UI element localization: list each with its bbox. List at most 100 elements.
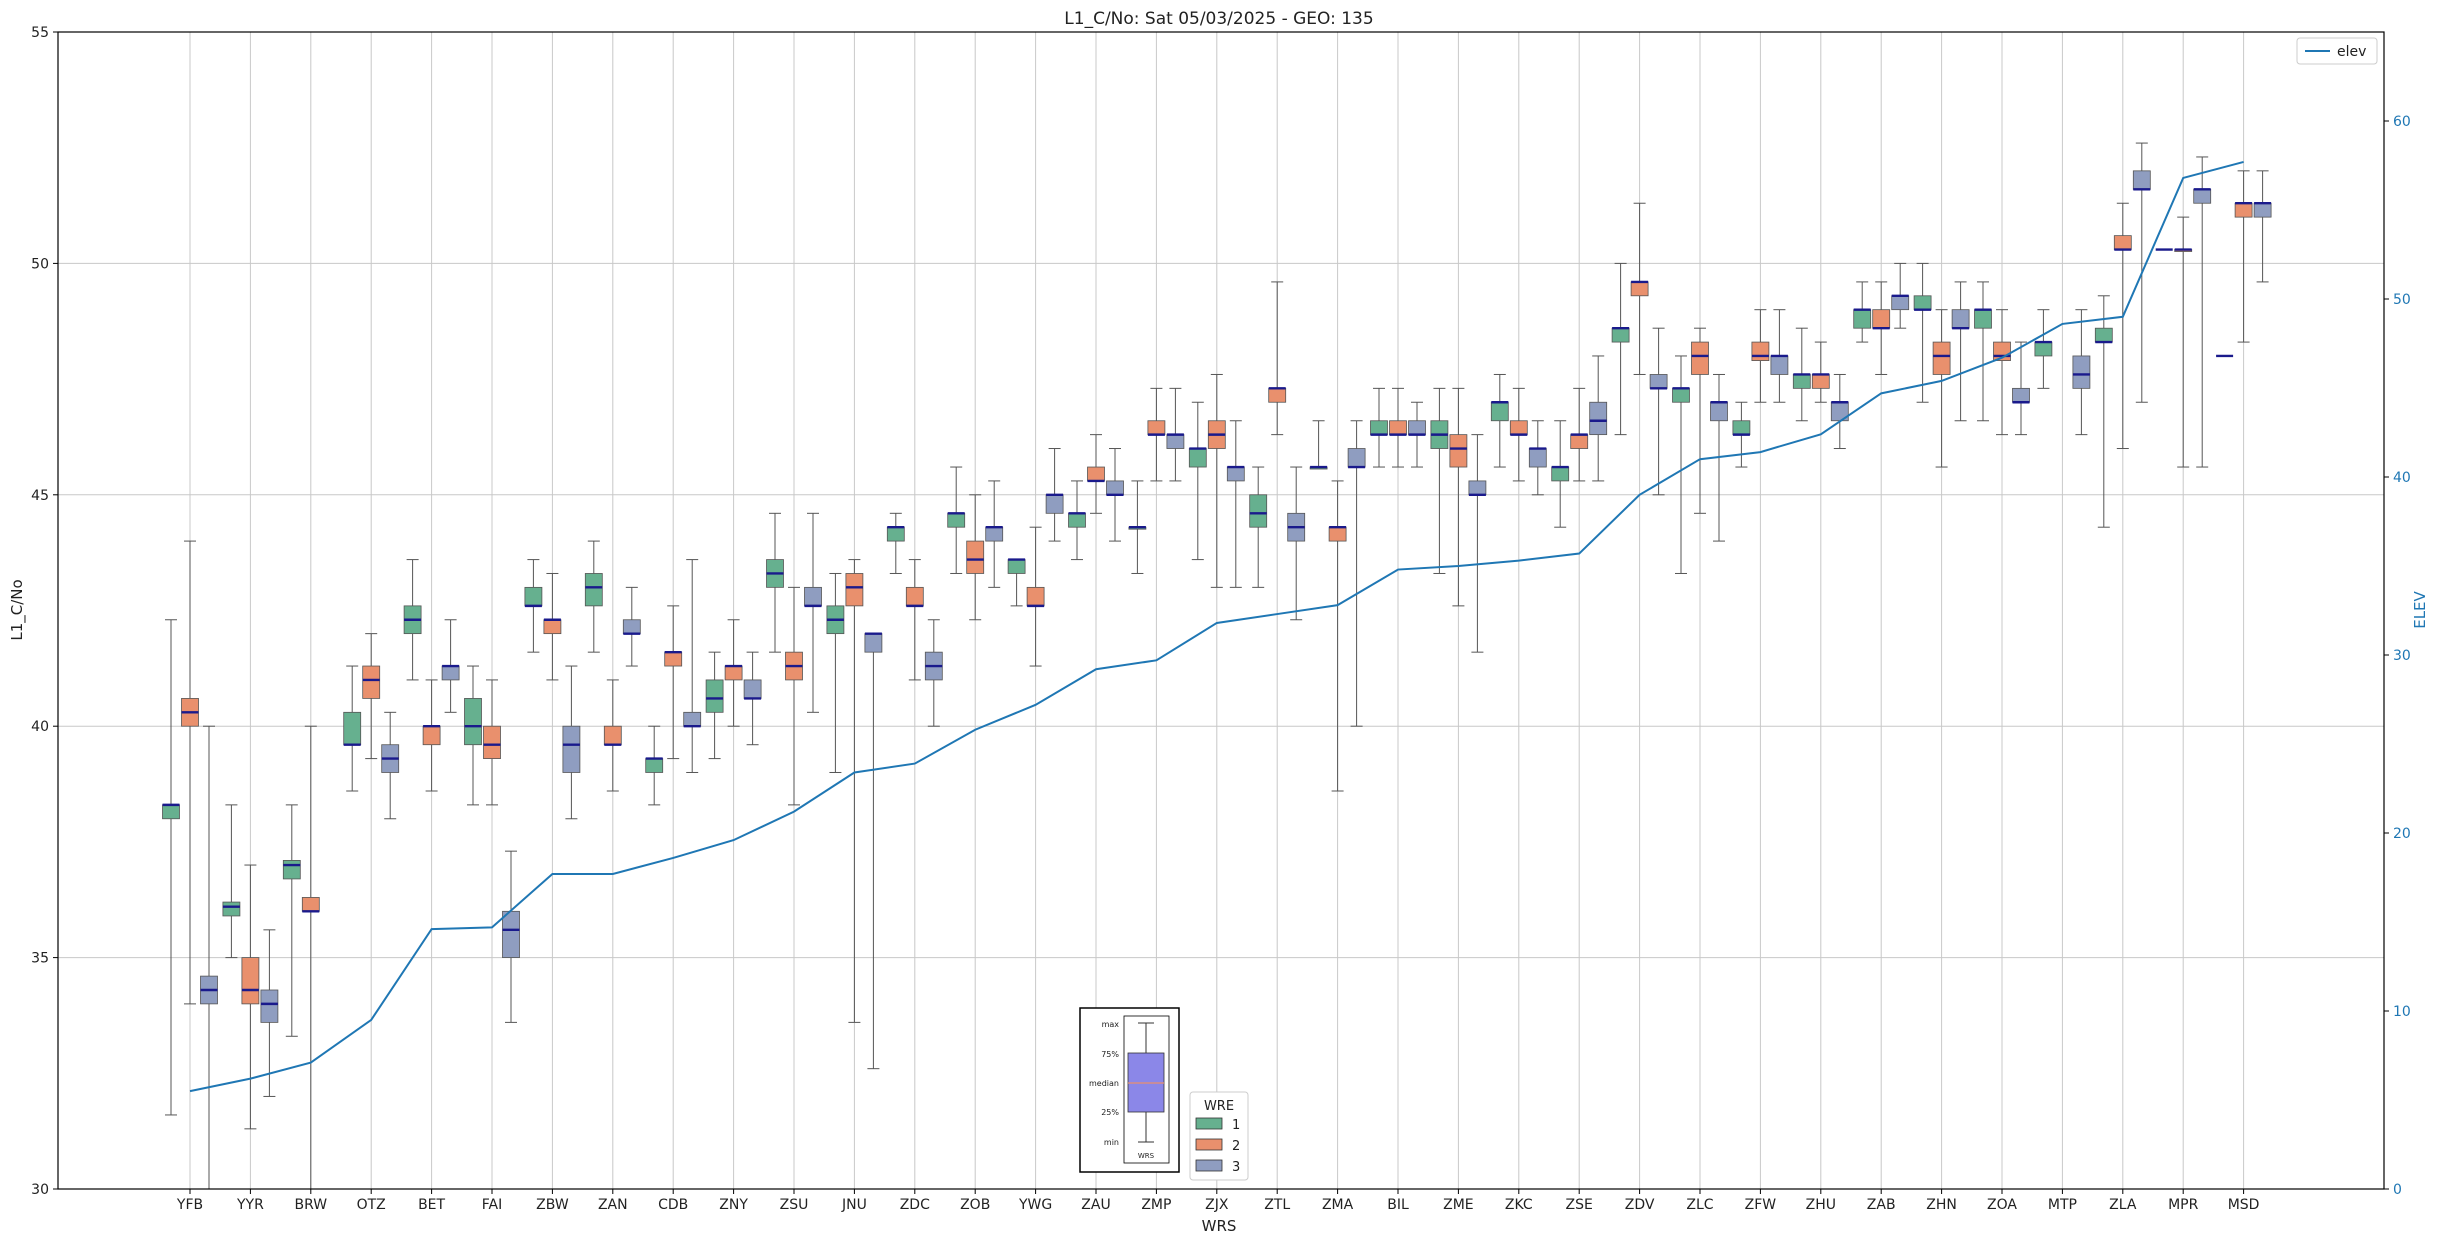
box <box>845 573 864 607</box>
box <box>985 526 1004 542</box>
box-group-wre-1 <box>162 619 180 1116</box>
x-tick-label: ZDC <box>900 1197 930 1213</box>
box-group-wre-1 <box>2034 309 2053 389</box>
y2-tick-label: 10 <box>2393 1004 2411 1020</box>
box-group-wre-2 <box>905 559 924 681</box>
inset-label-median: median <box>1089 1079 1119 1088</box>
box <box>1672 387 1690 403</box>
box-group-wre-2 <box>1630 202 1649 375</box>
box-group-wre-1 <box>1551 420 1570 528</box>
box <box>1630 281 1649 297</box>
box <box>683 711 702 727</box>
x-tick-label: OTZ <box>357 1197 386 1213</box>
box <box>1792 374 1811 389</box>
box <box>804 586 822 607</box>
box-group-wre-3 <box>2132 142 2151 403</box>
box <box>622 619 641 635</box>
y-tick-label: 40 <box>31 719 49 735</box>
box <box>1509 420 1528 436</box>
box-group-wre-2 <box>845 559 864 1023</box>
box-group-wre-1 <box>826 572 845 773</box>
box-group-wre-3 <box>1045 448 1064 542</box>
x-tick-label: YYR <box>236 1197 264 1213</box>
x-tick-label: ZHN <box>1926 1197 1957 1213</box>
box <box>743 679 762 699</box>
axes: 30 35 40 45 50 55 0 10 20 30 40 50 60 YFB YYR BRW OTZ BET… <box>31 25 2411 1213</box>
box-group-wre-3 <box>1408 401 1426 468</box>
box <box>464 698 482 746</box>
box <box>1347 448 1366 468</box>
box-group-wre-2 <box>785 586 803 806</box>
box-group-wre-2 <box>2174 216 2193 468</box>
box-group-wre-2 <box>1087 434 1105 514</box>
elev-legend-label: elev <box>2337 44 2366 60</box>
box-group-wre-1 <box>1430 387 1449 574</box>
wre-legend: WRE 1 2 3 <box>1189 1091 1249 1181</box>
box <box>1389 420 1407 436</box>
box-group-wre-1 <box>1309 420 1328 470</box>
inset-xlabel: WRS <box>1138 1152 1155 1160</box>
box <box>343 711 362 746</box>
wre-legend-swatch-2 <box>1195 1138 1223 1151</box>
y-tick-label: 50 <box>31 256 49 272</box>
box <box>1551 466 1570 482</box>
box-group-wre-2 <box>422 679 441 792</box>
wre-legend-label-3: 3 <box>1232 1160 1240 1175</box>
elev-legend: elev <box>2296 37 2378 65</box>
box-group-wre-3 <box>2072 309 2091 436</box>
x-tick-label: ZMP <box>1141 1197 1171 1213</box>
y-tick-label: 30 <box>31 1182 49 1198</box>
x-tick-label: ZLA <box>2109 1197 2137 1213</box>
box-group-wre-2 <box>1872 281 1891 375</box>
box <box>1007 559 1026 574</box>
box <box>2034 341 2053 357</box>
box-group-wre-3 <box>1830 373 1849 450</box>
box <box>502 910 520 959</box>
chart-title: L1_C/No: Sat 05/03/2025 - GEO: 135 <box>1064 9 1373 29</box>
box-group-wre-2 <box>362 633 381 760</box>
box <box>1811 374 1830 389</box>
box <box>1974 309 1992 329</box>
box-group-wre-3 <box>1770 309 1789 403</box>
box <box>1932 341 1951 375</box>
box <box>1188 448 1207 468</box>
grid <box>58 31 2384 1190</box>
x-tick-label: BRW <box>294 1197 327 1213</box>
boxes <box>162 142 2272 1190</box>
box <box>603 725 622 746</box>
box-group-wre-3 <box>743 651 762 746</box>
box <box>260 989 279 1023</box>
box-group-wre-3 <box>985 480 1004 588</box>
x-tick-label: ZJX <box>1205 1197 1229 1213</box>
box-group-wre-3 <box>1528 420 1547 496</box>
box <box>1249 494 1268 528</box>
x-tick-label: ZBW <box>536 1197 569 1213</box>
box-group-wre-1 <box>1007 558 1026 607</box>
x-tick-label: ZAU <box>1081 1197 1110 1213</box>
box <box>1589 401 1608 436</box>
elev-series-line <box>189 160 2244 1093</box>
box <box>2113 235 2132 250</box>
box-group-wre-2 <box>2234 170 2253 343</box>
box-group-wre-1 <box>1249 466 1268 588</box>
box-group-wre-2 <box>241 864 260 1130</box>
box <box>645 758 664 773</box>
box <box>1147 420 1166 436</box>
box <box>301 897 320 912</box>
box-group-wre-3 <box>200 725 218 1190</box>
box <box>2132 170 2151 190</box>
box <box>664 651 683 667</box>
x-tick-label: ZTL <box>1264 1197 1290 1213</box>
box <box>483 725 501 759</box>
box-group-wre-1 <box>1490 373 1509 468</box>
box <box>1408 420 1426 436</box>
box-group-wre-1 <box>222 804 241 959</box>
box-group-wre-1 <box>1370 387 1388 468</box>
box-group-wre-2 <box>1328 480 1347 792</box>
box <box>905 586 924 607</box>
x-tick-label: ZMA <box>1322 1197 1354 1213</box>
inset-label-q3: 75% <box>1101 1050 1119 1059</box>
box-group-wre-1 <box>343 665 362 792</box>
box-group-wre-3 <box>1468 434 1487 653</box>
